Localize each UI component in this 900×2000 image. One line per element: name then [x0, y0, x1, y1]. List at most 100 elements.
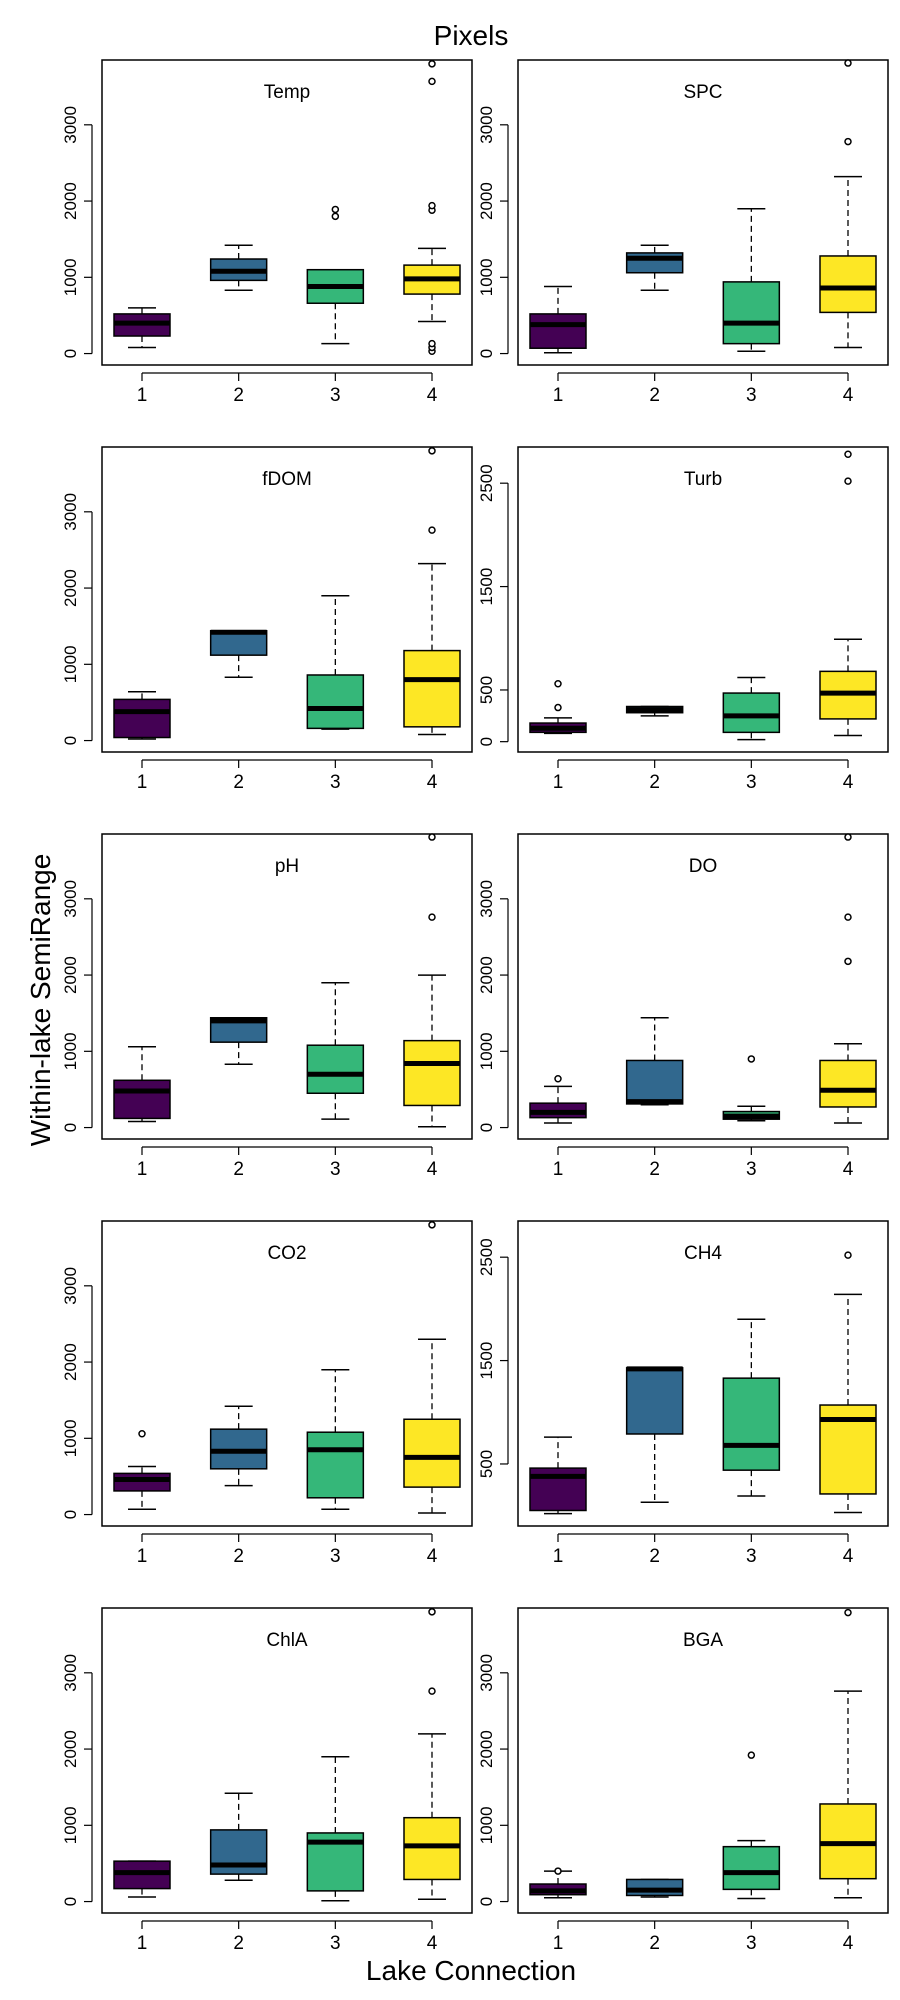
x-tick-label: 3 — [330, 385, 341, 406]
x-tick-label: 4 — [427, 772, 438, 793]
x-tick-label: 2 — [649, 1933, 660, 1954]
x-tick-label: 2 — [233, 1933, 244, 1954]
box-group-1 — [529, 285, 587, 354]
box-group-2 — [209, 1017, 268, 1066]
x-tick-label: 3 — [746, 772, 757, 793]
box-group-2 — [209, 1405, 268, 1487]
outlier-point — [844, 477, 852, 485]
outlier-point — [844, 833, 852, 841]
iqr-box — [403, 649, 461, 728]
y-tick-label: 1500 — [477, 1342, 496, 1380]
y-tick-label: 2500 — [477, 1238, 496, 1276]
outlier-point — [844, 1251, 852, 1259]
plot-frame — [101, 59, 473, 366]
box-group-4 — [403, 833, 461, 1128]
x-tick-label: 4 — [843, 1159, 854, 1180]
iqr-box — [306, 1431, 365, 1499]
box-group-3 — [722, 1055, 781, 1122]
x-tick-label: 2 — [233, 772, 244, 793]
y-tick-label: 0 — [477, 1897, 496, 1906]
outlier-point — [428, 526, 436, 534]
outlier-point — [747, 1751, 756, 1759]
plot-frame — [101, 1607, 473, 1914]
y-tick-label: 0 — [61, 1897, 80, 1906]
x-tick-label: 2 — [649, 1159, 660, 1180]
x-tick-label: 2 — [233, 1159, 244, 1180]
y-tick-label: 1000 — [61, 1032, 80, 1070]
y-tick-label: 1000 — [477, 258, 496, 296]
y-tick-label: 3000 — [477, 880, 496, 918]
box-group-2 — [625, 1878, 684, 1898]
panel-title: DO — [689, 856, 718, 877]
x-tick-label: 3 — [746, 1933, 757, 1954]
x-tick-label: 2 — [649, 1546, 660, 1567]
outlier-point — [138, 1429, 146, 1438]
box-group-3 — [722, 676, 781, 741]
box-group-1 — [529, 1867, 587, 1899]
outlier-point — [428, 447, 436, 455]
outlier-point — [747, 1055, 756, 1063]
outlier-point — [428, 201, 436, 210]
outlier-point — [428, 1608, 436, 1616]
plot-frame — [517, 1607, 889, 1914]
panel-bga: BGA 0 1000 2000 3000 1 2 3 4 — [477, 1607, 889, 1954]
outlier-point — [331, 205, 340, 214]
y-tick-label: 3000 — [61, 1267, 80, 1305]
panel-ch4: CH4 500 1500 2500 1 2 3 4 — [477, 1220, 889, 1567]
iqr-box — [722, 281, 781, 345]
box-group-1 — [113, 691, 171, 740]
iqr-box — [403, 1816, 461, 1881]
x-tick-label: 1 — [137, 1933, 148, 1954]
panel-title: pH — [275, 856, 299, 877]
panel-title: SPC — [683, 82, 722, 103]
box-group-2 — [209, 1792, 268, 1881]
iqr-box — [625, 1367, 684, 1435]
y-tick-label: 2000 — [61, 569, 80, 607]
outlier-point — [428, 339, 436, 348]
y-tick-label: 0 — [61, 736, 80, 745]
box-group-3 — [306, 1368, 365, 1510]
y-tick-label: 2000 — [477, 182, 496, 220]
x-tick-label: 1 — [553, 1546, 564, 1567]
box-group-4 — [819, 833, 877, 1124]
x-tick-label: 4 — [427, 1546, 438, 1567]
x-tick-label: 1 — [553, 772, 564, 793]
y-tick-label: 2000 — [477, 956, 496, 994]
panel-title: Temp — [264, 82, 310, 103]
outlier-point — [554, 703, 562, 712]
y-tick-label: 500 — [477, 676, 496, 704]
iqr-box — [113, 1079, 171, 1120]
x-tick-label: 3 — [330, 1933, 341, 1954]
box-group-1 — [113, 1860, 171, 1898]
y-tick-label: 2000 — [61, 182, 80, 220]
panel-title: CH4 — [684, 1243, 722, 1264]
y-tick-label: 0 — [477, 737, 496, 746]
iqr-box — [306, 674, 365, 730]
iqr-box — [306, 1044, 365, 1095]
outlier-point — [428, 913, 436, 921]
x-tick-label: 4 — [427, 385, 438, 406]
box-group-4 — [403, 1608, 461, 1901]
box-group-1 — [529, 1075, 587, 1124]
panel-title: fDOM — [262, 469, 312, 490]
iqr-box — [529, 313, 587, 349]
x-tick-label: 1 — [137, 1159, 148, 1180]
plot-frame — [517, 446, 889, 753]
x-tick-label: 4 — [843, 1933, 854, 1954]
panel-temp: Temp 0 1000 2000 3000 1 2 3 4 — [61, 59, 473, 406]
box-group-4 — [403, 1221, 461, 1514]
iqr-box — [722, 1845, 781, 1891]
box-group-4 — [403, 447, 461, 736]
box-group-3 — [306, 1755, 365, 1902]
y-tick-label: 2500 — [477, 464, 496, 502]
y-tick-label: 3000 — [477, 1654, 496, 1692]
box-group-3 — [722, 207, 781, 353]
box-group-3 — [306, 205, 365, 345]
x-tick-label: 2 — [233, 385, 244, 406]
x-tick-label: 1 — [553, 1159, 564, 1180]
iqr-box — [113, 698, 171, 739]
box-group-3 — [722, 1318, 781, 1497]
x-tick-label: 4 — [843, 1546, 854, 1567]
x-tick-label: 1 — [553, 1933, 564, 1954]
